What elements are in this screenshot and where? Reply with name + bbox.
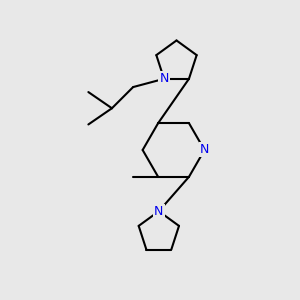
Text: N: N bbox=[159, 72, 169, 85]
Text: N: N bbox=[154, 205, 164, 218]
Text: N: N bbox=[200, 143, 209, 157]
